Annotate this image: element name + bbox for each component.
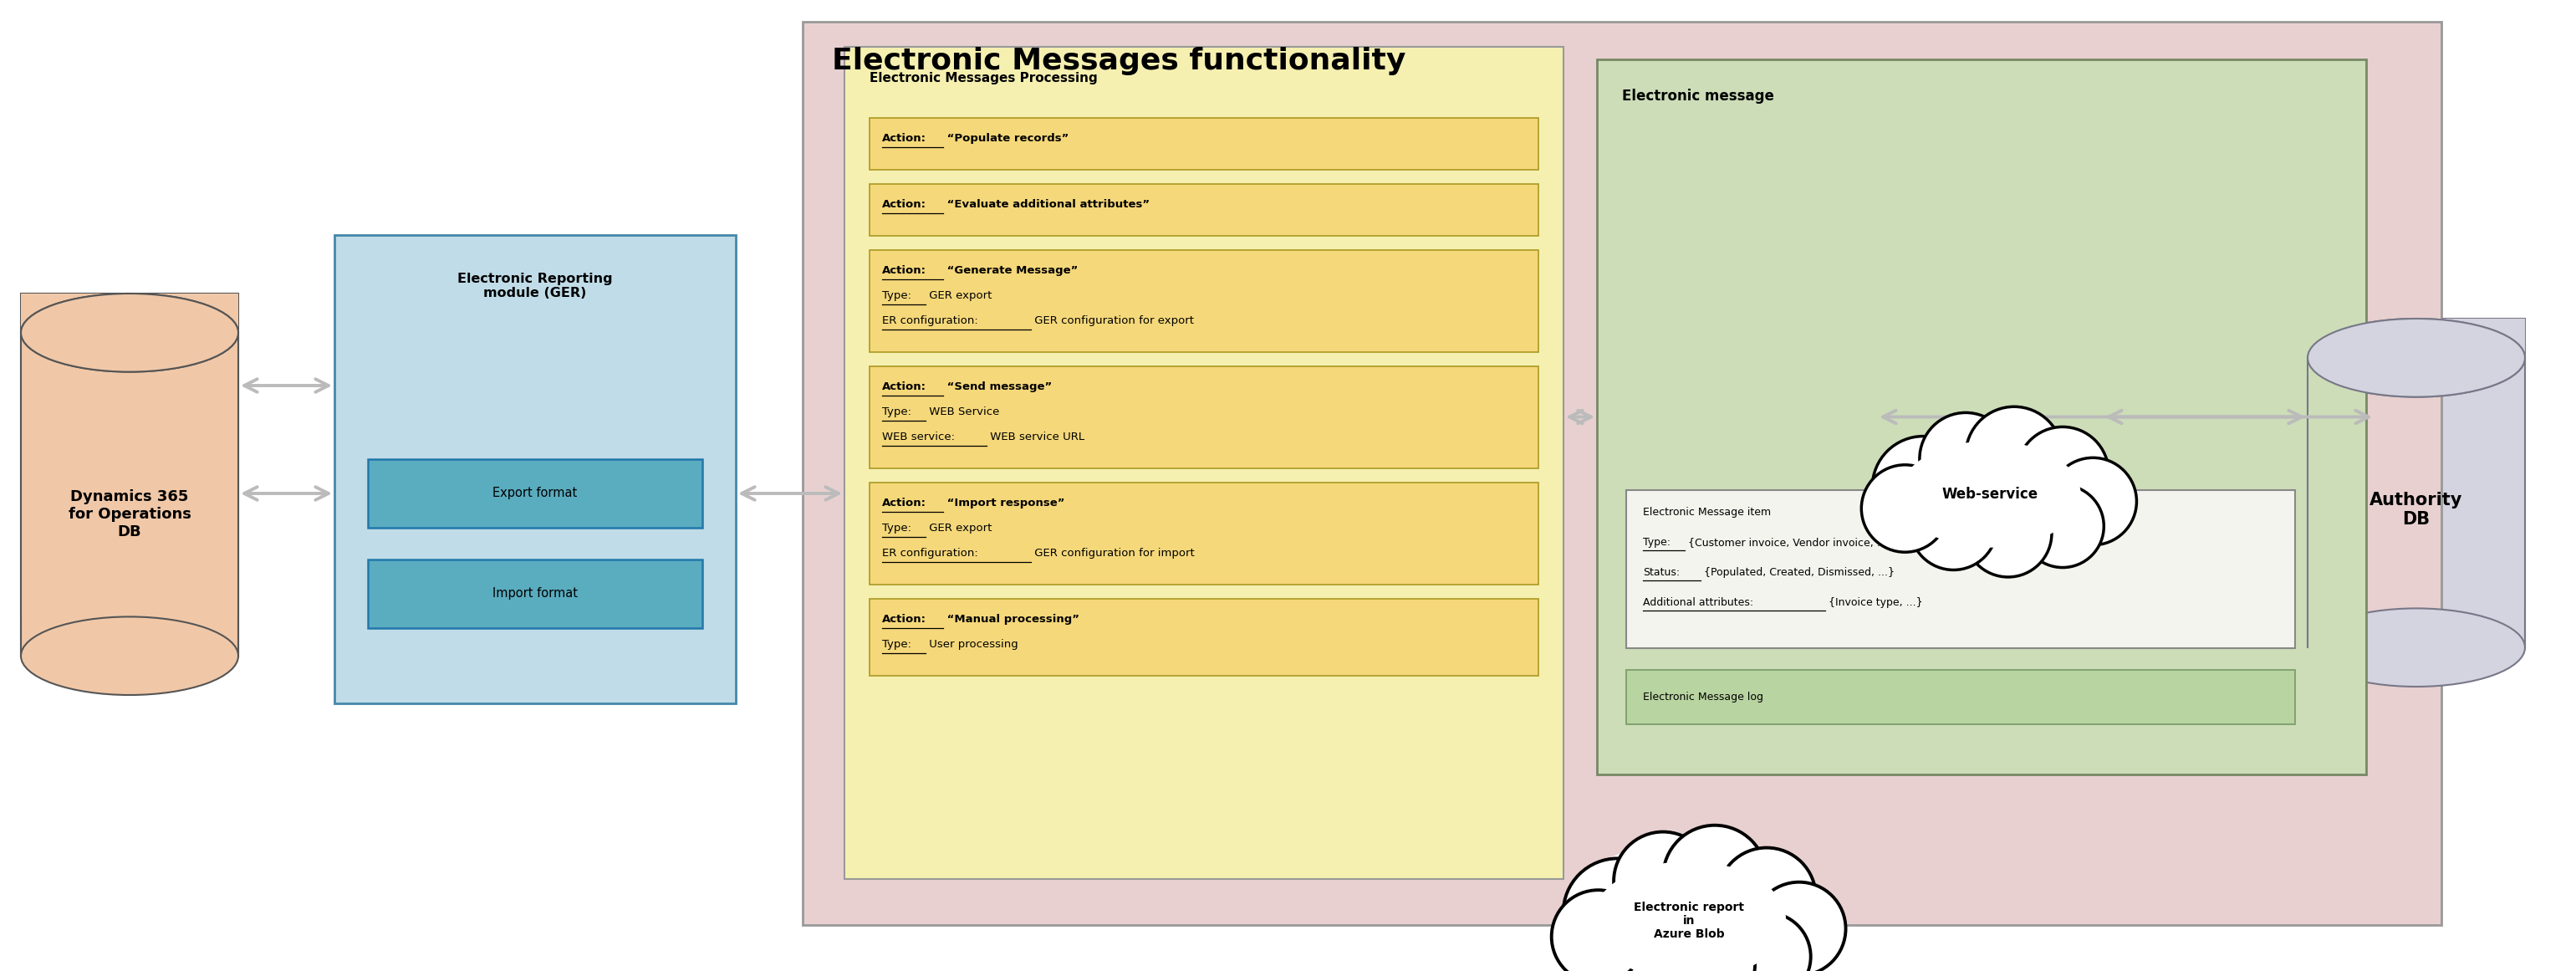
Circle shape [1564, 858, 1672, 967]
Circle shape [1873, 436, 1973, 538]
Bar [845, 47, 1564, 879]
Text: Electronic Message log: Electronic Message log [1643, 691, 1765, 703]
Bar [1625, 670, 2295, 724]
Text: WEB service:: WEB service: [881, 431, 956, 443]
Text: WEB Service: WEB Service [925, 407, 999, 418]
Text: Electronic Message item: Electronic Message item [1643, 507, 1770, 518]
Text: {Invoice type, ...}: {Invoice type, ...} [1824, 597, 1922, 608]
Ellipse shape [2308, 318, 2524, 397]
Ellipse shape [21, 293, 240, 372]
Polygon shape [1868, 423, 2112, 565]
Circle shape [1602, 910, 1698, 971]
Polygon shape [1899, 441, 2081, 548]
Circle shape [1723, 913, 1811, 971]
Text: Electronic Messages functionality: Electronic Messages functionality [832, 47, 1406, 76]
Text: Electronic report
in
Azure Blob: Electronic report in Azure Blob [1633, 901, 1744, 940]
Bar [871, 599, 1538, 676]
Ellipse shape [2308, 318, 2524, 397]
Text: User processing: User processing [925, 639, 1018, 650]
Bar [368, 459, 703, 527]
Bar [871, 483, 1538, 585]
Circle shape [2050, 457, 2136, 545]
Bar [1597, 59, 2367, 775]
Bar [21, 293, 240, 655]
Text: GER export: GER export [925, 522, 992, 534]
Text: Additional attributes:: Additional attributes: [1643, 597, 1754, 608]
Text: Type:: Type: [881, 407, 912, 418]
Bar [866, 68, 1584, 900]
Bar [871, 184, 1538, 236]
Bar [1625, 88, 2396, 804]
Text: {Customer invoice, Vendor invoice, ...}: {Customer invoice, Vendor invoice, ...} [1685, 537, 1893, 548]
Circle shape [1718, 848, 1816, 947]
Text: Electronic Messages Processing: Electronic Messages Processing [871, 72, 1097, 84]
Text: “Import response”: “Import response” [943, 497, 1064, 509]
Text: “Populate records”: “Populate records” [943, 133, 1069, 144]
Text: ER configuration:: ER configuration: [881, 316, 979, 326]
Text: Authority
DB: Authority DB [2370, 492, 2463, 528]
Circle shape [1965, 407, 2063, 504]
Text: Action:: Action: [881, 382, 927, 392]
Bar [1638, 455, 2308, 490]
Circle shape [1752, 882, 1847, 971]
Circle shape [1551, 890, 1646, 971]
Text: “Manual processing”: “Manual processing” [943, 614, 1079, 624]
Text: “Send message”: “Send message” [943, 382, 1051, 392]
Bar [21, 293, 240, 617]
Text: ER configuration:: ER configuration: [881, 548, 979, 558]
Bar [1613, 75, 2380, 789]
Text: Dynamics 365
for Operations
DB: Dynamics 365 for Operations DB [67, 489, 191, 539]
Circle shape [1862, 465, 1947, 552]
Text: Type:: Type: [881, 522, 912, 534]
Circle shape [1613, 832, 1713, 930]
Bar [871, 366, 1538, 468]
Text: Action:: Action: [881, 614, 927, 624]
Ellipse shape [21, 617, 240, 695]
Text: “Evaluate additional attributes”: “Evaluate additional attributes” [943, 199, 1149, 210]
Text: GER configuration for import: GER configuration for import [1030, 548, 1195, 558]
Bar [2308, 318, 2524, 648]
Text: Electronic message: Electronic message [1623, 88, 1775, 104]
Text: Action:: Action: [881, 199, 927, 210]
Text: GER export: GER export [925, 290, 992, 301]
Text: {Populated, Created, Dismissed, ...}: {Populated, Created, Dismissed, ...} [1700, 567, 1896, 578]
Text: Type:: Type: [881, 639, 912, 650]
Ellipse shape [2308, 609, 2524, 686]
Bar [871, 251, 1538, 352]
Circle shape [1965, 489, 2050, 577]
Circle shape [1909, 483, 1996, 570]
Circle shape [2022, 486, 2105, 567]
Bar [2308, 318, 2524, 609]
Circle shape [2017, 427, 2110, 519]
Bar [1625, 490, 2295, 648]
Bar [368, 559, 703, 628]
Ellipse shape [21, 293, 240, 372]
Bar [1651, 443, 2321, 478]
Bar [871, 117, 1538, 170]
Text: Action:: Action: [881, 497, 927, 509]
Circle shape [1919, 413, 2012, 505]
Polygon shape [1592, 861, 1785, 971]
Polygon shape [1558, 842, 1819, 971]
Text: Web-service: Web-service [1942, 486, 2038, 502]
Text: Electronic Reporting
module (GER): Electronic Reporting module (GER) [459, 273, 613, 300]
Text: Export format: Export format [492, 487, 577, 500]
Text: GER configuration for export: GER configuration for export [1030, 316, 1193, 326]
Text: Type:: Type: [881, 290, 912, 301]
Text: Import format: Import format [492, 587, 577, 600]
Bar [804, 21, 2442, 925]
Text: Type:: Type: [1643, 537, 1669, 548]
Text: Action:: Action: [881, 265, 927, 276]
Circle shape [1664, 825, 1767, 929]
Circle shape [1662, 918, 1754, 971]
Text: Status:: Status: [1643, 567, 1680, 578]
Text: WEB service URL: WEB service URL [987, 431, 1084, 443]
Bar [335, 235, 737, 703]
Text: Action:: Action: [881, 133, 927, 144]
Text: “Generate Message”: “Generate Message” [943, 265, 1079, 276]
